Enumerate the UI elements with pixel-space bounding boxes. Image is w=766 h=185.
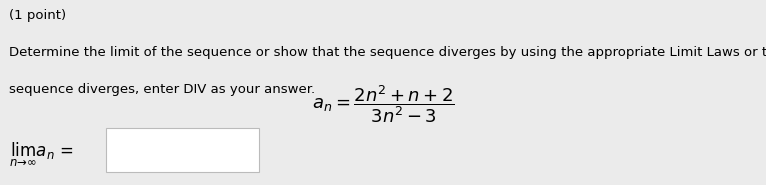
Text: Determine the limit of the sequence or show that the sequence diverges by using : Determine the limit of the sequence or s…	[9, 46, 766, 59]
Text: sequence diverges, enter DIV as your answer.: sequence diverges, enter DIV as your ans…	[9, 83, 316, 96]
Text: (1 point): (1 point)	[9, 9, 67, 22]
Text: $\lim_{n \to \infty} a_n =$: $\lim_{n \to \infty} a_n =$	[9, 141, 74, 169]
Text: $a_n = \dfrac{2n^2 + n + 2}{3n^2 - 3}$: $a_n = \dfrac{2n^2 + n + 2}{3n^2 - 3}$	[312, 83, 454, 125]
